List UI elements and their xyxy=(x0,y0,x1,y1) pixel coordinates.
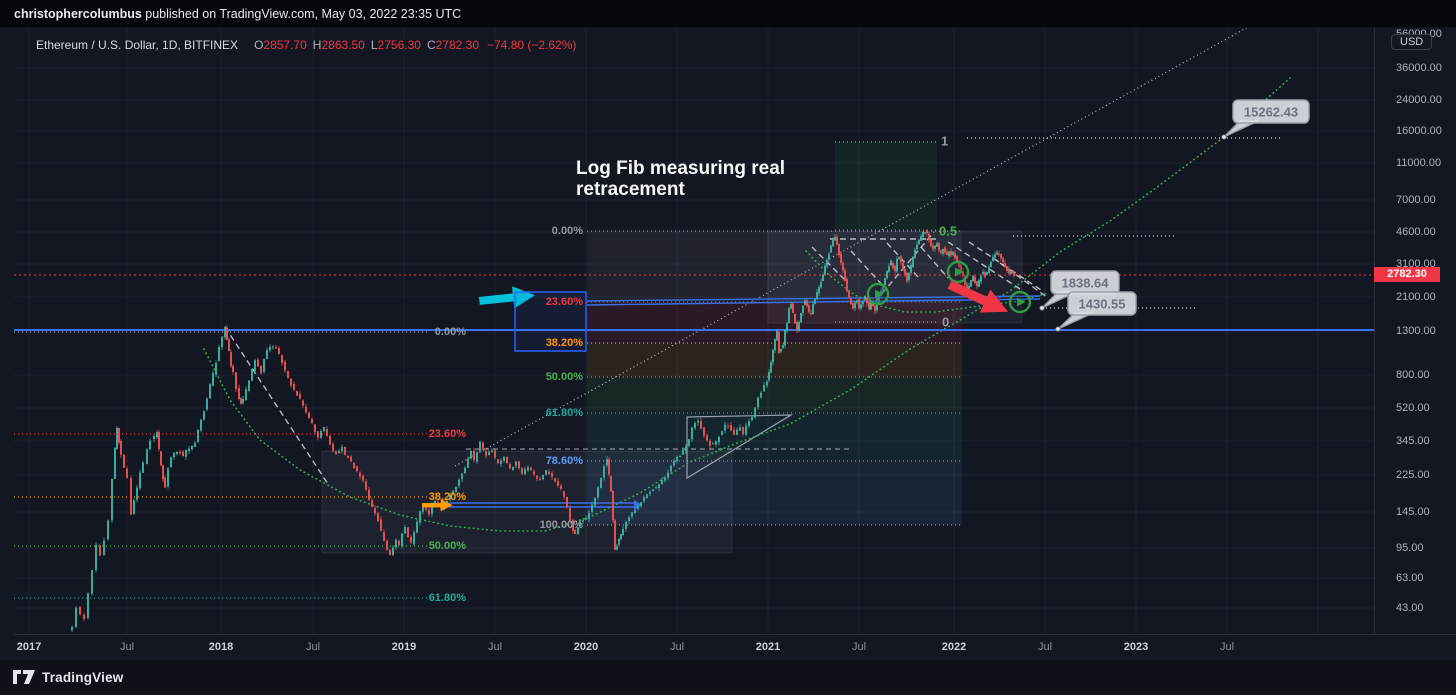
last-price-badge: 2782.30 xyxy=(1374,267,1440,282)
price-axis[interactable] xyxy=(1374,28,1456,660)
tradingview-brand-text: TradingView xyxy=(42,670,124,685)
tradingview-logo-icon xyxy=(13,670,35,684)
publish-bar[interactable]: christophercolumbus published on Trading… xyxy=(0,0,1456,28)
chart-plot-area[interactable] xyxy=(14,28,1374,634)
currency-toggle-button[interactable]: USD xyxy=(1391,34,1433,50)
tradingview-footer[interactable]: TradingView xyxy=(0,660,1456,695)
publish-author: christophercolumbus xyxy=(14,7,142,21)
time-axis[interactable] xyxy=(14,634,1456,661)
publish-text: published on TradingView.com, May 03, 20… xyxy=(141,7,462,21)
